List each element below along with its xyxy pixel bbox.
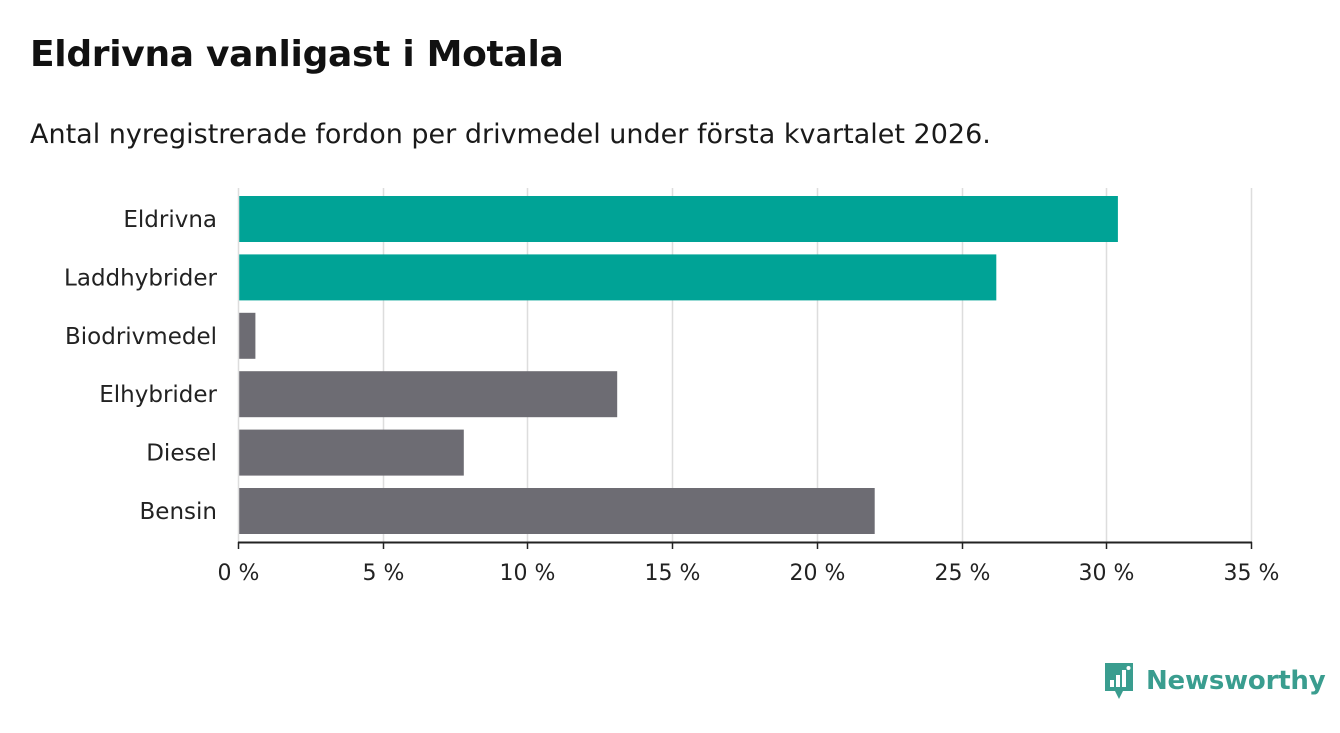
bars bbox=[238, 196, 1118, 534]
category-label: Laddhybrider bbox=[64, 265, 217, 291]
category-label: Bensin bbox=[140, 499, 217, 525]
x-tick-label: 20 % bbox=[790, 561, 846, 586]
x-tick-label: 10 % bbox=[500, 561, 556, 586]
newsworthy-logo[interactable]: Newsworthy bbox=[1102, 660, 1326, 702]
x-tick-label: 25 % bbox=[935, 561, 991, 586]
x-tick-label: 5 % bbox=[363, 561, 405, 586]
category-labels: Eldrivna Laddhybrider Biodrivmedel Elhybrid… bbox=[64, 207, 217, 525]
category-label: Eldrivna bbox=[123, 207, 217, 233]
grid-lines bbox=[382, 188, 1253, 542]
x-tick-label: 35 % bbox=[1224, 561, 1280, 586]
x-axis: 0 % 5 % 10 % 15 % 20 % 25 % 30 % 35 % bbox=[218, 188, 1280, 586]
category-label: Elhybrider bbox=[99, 382, 217, 408]
bar-chart-badge-icon bbox=[1105, 663, 1133, 699]
x-tick-label: 30 % bbox=[1079, 561, 1135, 586]
bar-elhybrider bbox=[238, 371, 618, 418]
bar-diesel bbox=[238, 429, 464, 476]
category-label: Diesel bbox=[146, 441, 217, 467]
bar-biodrivmedel bbox=[238, 312, 256, 359]
logo-text: Newsworthy bbox=[1146, 666, 1326, 696]
chart-subtitle: Antal nyregistrerade fordon per drivmede… bbox=[30, 119, 991, 150]
x-tick-label: 15 % bbox=[645, 561, 701, 586]
x-tick-label: 0 % bbox=[218, 561, 260, 586]
bar-laddhybrider bbox=[238, 254, 997, 301]
chart-title: Eldrivna vanligast i Motala bbox=[30, 34, 564, 75]
bar-eldrivna bbox=[238, 196, 1118, 242]
category-label: Biodrivmedel bbox=[65, 324, 217, 350]
bar-bensin bbox=[238, 488, 875, 534]
